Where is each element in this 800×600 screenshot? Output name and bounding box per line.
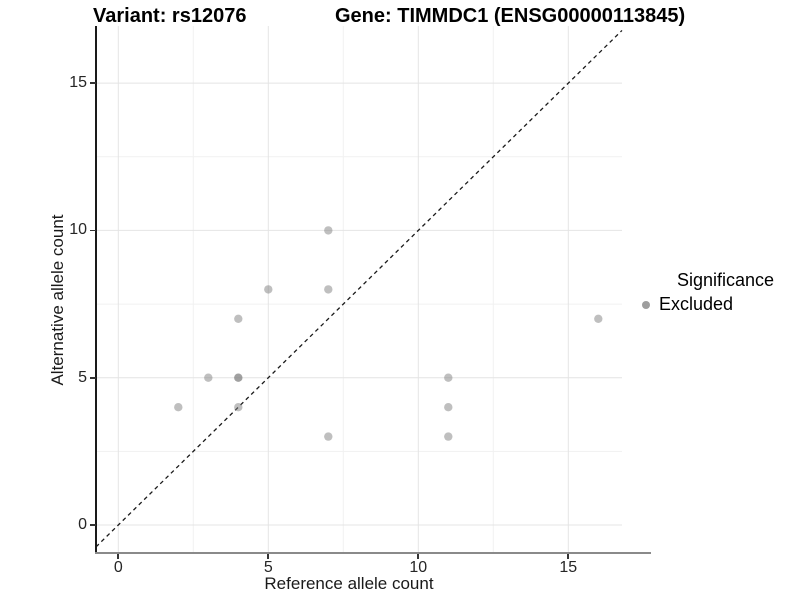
x-tick-label: 15: [559, 559, 578, 576]
data-point: [234, 403, 243, 412]
legend: Significance Excluded: [642, 270, 774, 315]
x-axis-title: Reference allele count: [264, 574, 434, 593]
data-point: [444, 403, 453, 412]
plot-panel: [95, 26, 623, 553]
data-point: [234, 373, 243, 382]
y-tick-mark: [90, 229, 96, 232]
y-tick-label: 0: [78, 516, 87, 533]
x-tick-mark: [267, 554, 270, 559]
x-tick-mark: [417, 554, 420, 559]
y-tick-label: 5: [78, 368, 87, 386]
y-axis-line: [95, 26, 97, 554]
data-point: [444, 373, 453, 382]
x-tick-mark: [567, 554, 570, 559]
identity-line: [95, 29, 623, 548]
data-point: [204, 373, 213, 382]
y-tick-label: 15: [69, 74, 87, 92]
data-point: [594, 314, 603, 323]
y-axis-title: Alternative allele count: [48, 214, 67, 386]
legend-point-icon: [642, 300, 650, 309]
data-point: [324, 285, 333, 294]
data-point: [264, 285, 273, 294]
x-tick-mark: [117, 554, 120, 559]
y-tick-mark: [90, 376, 96, 379]
plot-title-variant: Variant: rs12076: [93, 5, 247, 27]
x-tick-label: 5: [263, 559, 273, 576]
legend-title: Significance: [677, 270, 775, 290]
legend-item-excluded: Excluded: [642, 294, 774, 315]
data-point: [234, 314, 243, 323]
y-tick-mark: [90, 524, 96, 526]
x-axis-line: [95, 552, 651, 554]
data-point: [324, 226, 333, 235]
data-point: [324, 432, 333, 441]
data-point: [174, 403, 183, 412]
scatter-plot-canvas: [95, 26, 623, 553]
x-tick-label: 10: [409, 559, 428, 576]
legend-item-label: Excluded: [659, 294, 734, 314]
y-tick-mark: [90, 82, 96, 84]
data-point: [444, 432, 453, 441]
plot-title-gene: Gene: TIMMDC1 (ENSG00000113845): [335, 5, 686, 27]
x-tick-label: 0: [113, 559, 123, 576]
y-tick-label: 10: [69, 221, 87, 239]
